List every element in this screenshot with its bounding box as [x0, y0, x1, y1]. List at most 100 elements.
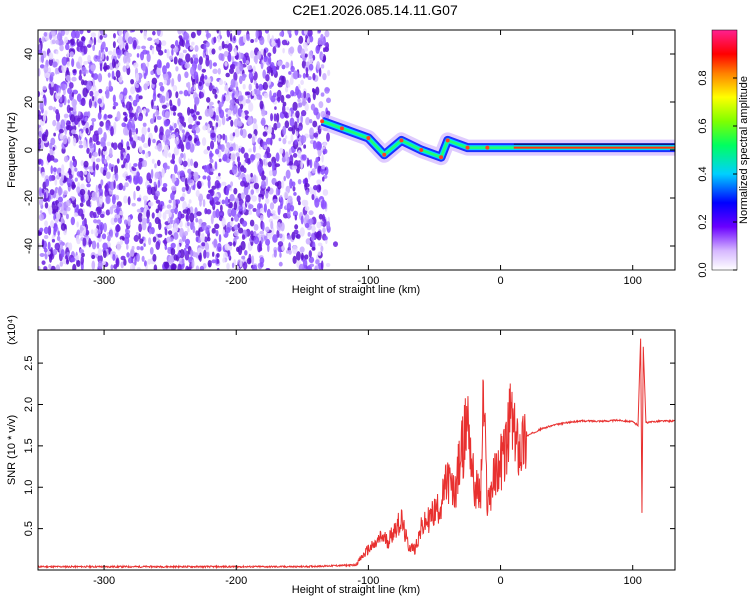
- noise-speck: [43, 247, 48, 253]
- noise-speck: [235, 30, 242, 36]
- noise-speck: [265, 137, 272, 145]
- noise-speck: [287, 195, 293, 204]
- noise-speck: [159, 126, 164, 136]
- noise-speck: [53, 61, 58, 68]
- noise-speck: [117, 142, 124, 150]
- noise-speck: [174, 207, 178, 215]
- noise-speck: [224, 243, 230, 251]
- noise-speck: [238, 95, 244, 102]
- signal-peak-dot: [485, 145, 490, 150]
- noise-speck: [83, 45, 88, 55]
- noise-speck: [206, 146, 211, 151]
- noise-speck: [139, 238, 144, 244]
- noise-speck: [213, 111, 216, 122]
- noise-speck: [222, 257, 226, 263]
- noise-speck: [146, 62, 150, 67]
- noise-speck: [127, 36, 134, 45]
- noise-speck: [150, 186, 156, 196]
- noise-speck: [162, 134, 166, 143]
- noise-speck: [136, 208, 142, 213]
- noise-speck: [59, 133, 64, 140]
- noise-speck: [229, 30, 233, 33]
- noise-speck: [53, 222, 58, 232]
- noise-speck: [280, 94, 285, 103]
- noise-speck: [185, 53, 191, 63]
- noise-speck: [170, 159, 175, 164]
- noise-speck: [154, 171, 160, 179]
- noise-speck: [300, 159, 304, 170]
- noise-speck: [122, 65, 127, 73]
- noise-speck: [131, 118, 135, 127]
- noise-speck: [38, 186, 42, 197]
- noise-speck: [234, 47, 237, 57]
- noise-speck: [91, 240, 97, 250]
- noise-speck: [147, 258, 152, 265]
- noise-speck: [287, 140, 292, 145]
- noise-speck: [221, 115, 226, 126]
- noise-speck: [171, 173, 176, 184]
- noise-speck: [136, 53, 140, 58]
- noise-speck: [97, 248, 103, 256]
- noise-speck: [257, 163, 263, 174]
- noise-speck: [182, 132, 185, 141]
- noise-speck: [172, 198, 176, 208]
- noise-speck: [126, 243, 129, 250]
- noise-speck: [38, 166, 41, 172]
- noise-speck: [242, 261, 248, 270]
- noise-speck: [317, 141, 322, 151]
- noise-speck: [130, 78, 135, 85]
- noise-speck: [65, 258, 70, 265]
- noise-speck: [275, 152, 280, 162]
- noise-speck: [292, 210, 299, 217]
- noise-speck: [252, 264, 258, 270]
- noise-speck: [309, 119, 313, 124]
- noise-speck: [136, 45, 141, 50]
- noise-speck: [95, 163, 99, 171]
- noise-speck: [50, 165, 53, 175]
- noise-speck: [66, 51, 70, 58]
- noise-speck: [320, 64, 325, 69]
- noise-speck: [190, 86, 194, 93]
- noise-speck: [305, 35, 309, 40]
- noise-speck: [130, 86, 136, 95]
- noise-speck: [198, 193, 204, 202]
- noise-speck: [224, 134, 228, 144]
- noise-speck: [248, 71, 254, 81]
- noise-speck: [114, 164, 119, 175]
- noise-speck: [74, 167, 78, 172]
- noise-speck: [66, 61, 71, 67]
- noise-speck: [178, 123, 183, 131]
- noise-speck: [242, 34, 247, 44]
- noise-speck: [312, 72, 316, 81]
- noise-speck: [93, 37, 97, 46]
- colorbar-ticks: 0.0 0.2 0.4 0.6 0.8: [697, 70, 737, 278]
- noise-speck: [185, 141, 191, 150]
- noise-speck: [249, 50, 255, 59]
- noise-speck: [94, 90, 99, 97]
- noise-speck: [92, 133, 98, 143]
- noise-speck: [71, 76, 77, 82]
- noise-speck: [248, 83, 252, 91]
- colorbar-label: Normalized spectral amplitude: [738, 76, 750, 224]
- noise-speck: [277, 81, 283, 88]
- noise-speck: [195, 230, 199, 237]
- noise-speck: [290, 89, 295, 97]
- noise-speck: [322, 72, 327, 81]
- noise-speck: [208, 108, 214, 118]
- snr-y-label: SNR (10 * v/v): [6, 415, 18, 485]
- noise-speck: [66, 177, 73, 187]
- noise-speck: [152, 138, 156, 144]
- noise-speck: [261, 109, 266, 117]
- noise-speck: [118, 182, 124, 191]
- noise-speck: [173, 122, 177, 129]
- noise-speck: [235, 197, 239, 203]
- noise-speck: [223, 95, 226, 102]
- signal-peak-dot: [320, 119, 325, 124]
- noise-speck: [248, 102, 254, 112]
- noise-speck: [292, 186, 296, 192]
- noise-speck: [136, 245, 141, 251]
- noise-speck: [304, 214, 310, 221]
- noise-speck: [311, 224, 316, 234]
- noise-speck: [152, 253, 157, 262]
- noise-speck: [122, 111, 127, 116]
